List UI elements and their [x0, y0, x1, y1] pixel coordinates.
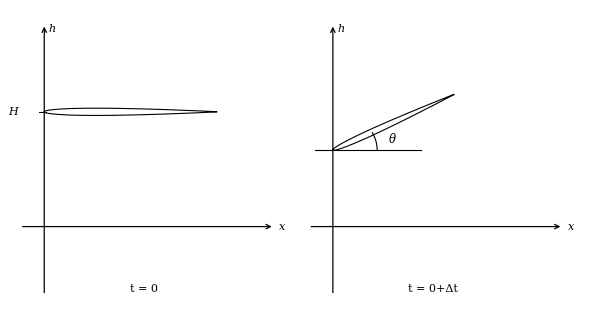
Text: H: H — [8, 107, 18, 117]
Text: t = 0+Δt: t = 0+Δt — [408, 284, 458, 294]
Text: x: x — [279, 222, 285, 232]
Text: t = 0: t = 0 — [130, 284, 158, 294]
Text: h: h — [337, 24, 345, 34]
Text: θ: θ — [389, 133, 396, 146]
Text: h: h — [49, 24, 56, 34]
Text: x: x — [568, 222, 574, 232]
